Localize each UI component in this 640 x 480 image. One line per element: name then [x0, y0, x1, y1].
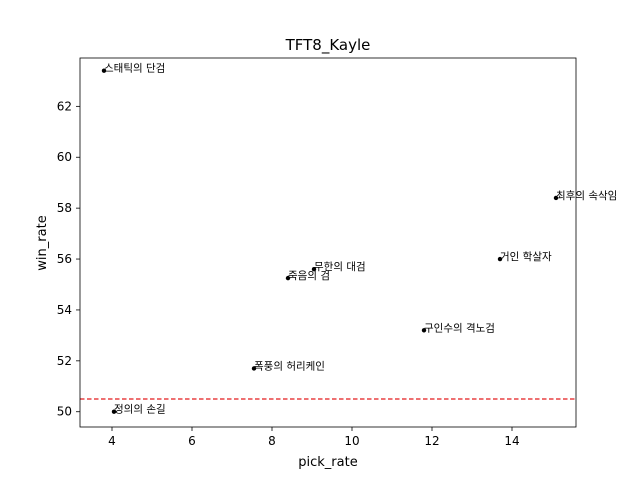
x-tick-label: 14 — [504, 434, 519, 448]
x-axis-label: pick_rate — [298, 455, 357, 470]
x-tick-label: 8 — [268, 434, 276, 448]
data-point-label: 무한의 대검 — [314, 261, 366, 273]
x-tick-label: 4 — [108, 434, 116, 448]
y-tick-label: 58 — [57, 201, 72, 215]
data-point-label: 최후의 속삭임 — [556, 189, 617, 202]
x-tick-label: 6 — [188, 434, 196, 448]
plot-frame — [79, 57, 577, 428]
data-point[interactable] — [285, 275, 291, 281]
y-axis-label: win_rate — [35, 215, 50, 270]
data-point[interactable] — [553, 195, 559, 201]
data-point[interactable] — [251, 366, 257, 371]
y-tick-label: 62 — [57, 99, 72, 113]
data-point-label: 구인수의 격노검 — [424, 321, 495, 334]
y-tick-label: 50 — [57, 405, 72, 419]
data-point-label: 거인 학살자 — [500, 251, 552, 263]
data-point[interactable] — [497, 256, 503, 262]
chart-title: TFT8_Kayle — [285, 36, 371, 55]
data-point-label: 폭풍의 허리케인 — [254, 360, 325, 372]
x-tick-label: 12 — [424, 434, 439, 448]
data-point[interactable] — [101, 68, 107, 73]
x-tick-label: 10 — [344, 434, 359, 448]
data-point-label: 스태틱의 단검 — [104, 63, 165, 75]
data-point[interactable] — [311, 267, 317, 272]
y-tick-label: 56 — [57, 252, 72, 266]
y-tick-label: 60 — [57, 150, 72, 164]
data-point-label: 죽음의 검 — [288, 270, 330, 282]
y-tick-label: 52 — [57, 354, 72, 368]
y-tick-label: 54 — [57, 303, 72, 317]
data-point-label: 정의의 손길 — [114, 403, 166, 416]
data-point[interactable] — [421, 328, 427, 333]
data-point[interactable] — [111, 409, 117, 414]
